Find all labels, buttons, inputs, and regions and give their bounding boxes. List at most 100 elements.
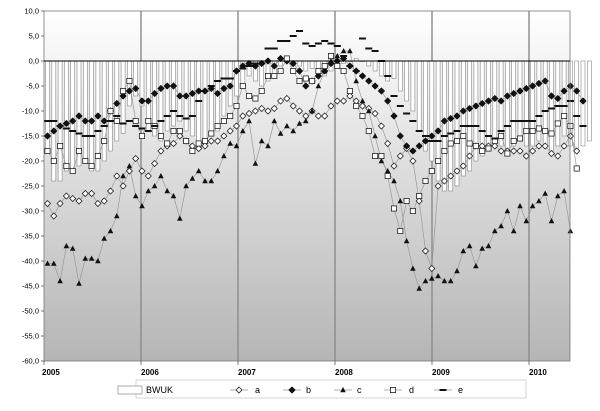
point-d xyxy=(359,113,366,120)
bwuk-bar xyxy=(391,60,397,79)
point-d xyxy=(101,137,108,144)
point-d xyxy=(384,172,391,179)
point-d xyxy=(63,162,70,169)
point-a xyxy=(100,197,108,205)
point-e xyxy=(176,115,184,117)
point-d xyxy=(548,130,555,137)
point-d xyxy=(271,73,278,80)
point-e xyxy=(415,130,423,132)
legend-label: c xyxy=(357,385,362,395)
point-e xyxy=(396,105,404,107)
point-a xyxy=(321,112,329,120)
point-d xyxy=(561,113,568,120)
point-a xyxy=(415,197,423,205)
point-a xyxy=(277,97,285,105)
y-tick-label: -20,0 xyxy=(22,157,39,166)
point-e xyxy=(560,105,568,107)
point-a xyxy=(466,152,474,160)
point-b xyxy=(472,102,480,110)
point-a xyxy=(491,142,499,150)
y-tick-label: -55,0 xyxy=(22,332,39,341)
point-a xyxy=(232,122,241,130)
point-c xyxy=(529,203,536,209)
point-c xyxy=(221,153,227,159)
point-c xyxy=(240,128,246,134)
point-b xyxy=(579,97,587,105)
point-e xyxy=(333,45,341,47)
point-c xyxy=(504,208,511,214)
point-a xyxy=(535,142,543,150)
y-tick-label: -40,0 xyxy=(22,257,39,266)
point-d xyxy=(435,157,442,164)
point-b xyxy=(226,82,234,90)
bwuk-bar xyxy=(454,60,460,187)
point-c xyxy=(309,108,315,114)
point-d xyxy=(76,147,83,154)
point-b xyxy=(87,117,96,125)
point-e xyxy=(144,130,152,132)
point-c xyxy=(202,178,208,184)
point-e xyxy=(44,120,51,122)
bwuk-bar xyxy=(517,60,523,142)
point-b xyxy=(446,114,455,123)
point-c xyxy=(542,190,548,196)
point-c xyxy=(164,188,170,194)
point-a xyxy=(119,182,127,190)
point-a xyxy=(390,162,398,170)
point-d xyxy=(397,227,404,234)
point-e xyxy=(207,85,215,87)
point-e xyxy=(220,77,228,80)
bwuk-bar xyxy=(70,60,75,172)
point-e xyxy=(321,40,329,42)
point-d xyxy=(189,147,196,154)
point-d xyxy=(315,68,322,75)
point-e xyxy=(75,132,83,135)
point-d xyxy=(195,140,202,147)
point-c xyxy=(422,278,429,284)
point-b xyxy=(484,97,493,105)
point-c xyxy=(132,193,139,199)
point-d xyxy=(88,162,95,169)
series-markers xyxy=(43,30,587,291)
legend: BWUK a b c d e xyxy=(117,379,527,399)
point-a xyxy=(396,152,404,160)
point-e xyxy=(340,55,348,57)
point-b xyxy=(383,97,392,105)
point-b xyxy=(182,92,190,100)
bwuk-bar xyxy=(64,60,69,172)
point-e xyxy=(296,30,303,32)
point-d xyxy=(353,103,360,110)
point-b xyxy=(50,127,58,135)
point-a xyxy=(270,104,278,113)
point-e xyxy=(195,100,203,102)
point-c xyxy=(498,223,504,229)
point-c xyxy=(208,178,215,184)
point-b xyxy=(176,92,184,100)
point-c xyxy=(303,118,309,124)
point-c xyxy=(429,275,435,281)
point-e xyxy=(56,125,64,127)
point-b xyxy=(560,87,568,95)
point-a xyxy=(157,147,165,155)
point-b xyxy=(94,112,102,120)
point-b xyxy=(528,82,537,90)
point-e xyxy=(352,70,360,72)
point-b xyxy=(440,117,449,125)
legend-box xyxy=(135,379,527,399)
point-e xyxy=(170,110,177,112)
point-b xyxy=(377,87,386,95)
point-b xyxy=(509,89,518,98)
point-c xyxy=(189,175,196,181)
point-a xyxy=(125,167,133,175)
point-e xyxy=(447,132,455,135)
point-c xyxy=(416,285,422,291)
bwuk-bar xyxy=(372,60,378,72)
point-d xyxy=(183,137,190,144)
point-e xyxy=(516,120,524,122)
legend-item-d: d xyxy=(384,385,414,395)
point-b xyxy=(421,137,430,145)
point-a xyxy=(75,197,83,205)
point-a xyxy=(358,102,367,110)
point-e xyxy=(422,135,429,137)
point-c xyxy=(233,143,240,149)
